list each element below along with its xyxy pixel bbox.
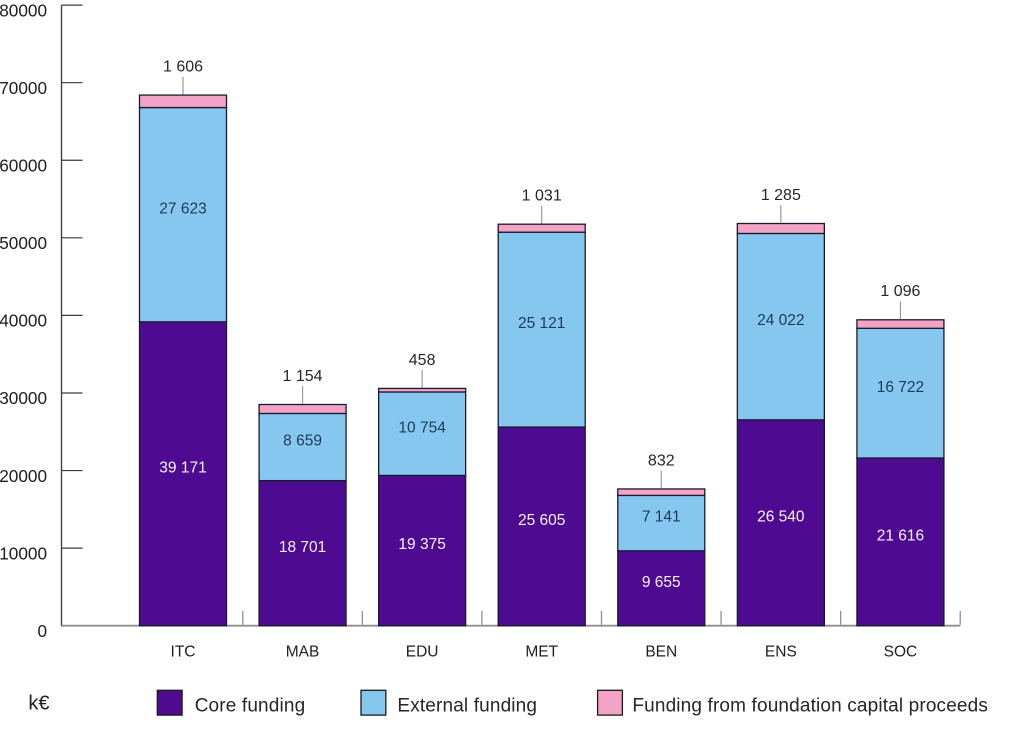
bar-segment-MET-3	[497, 223, 586, 233]
x-category-label: SOC	[884, 644, 918, 661]
bar-segment-value-label: 25 605	[518, 512, 565, 529]
x-category-label: ITC	[171, 644, 196, 661]
y-tick-label: 30000	[0, 388, 47, 408]
bar-segment-ENS-3	[736, 222, 825, 235]
bar-segment-ITC-3	[138, 94, 228, 109]
bar-segment-SOC-1	[856, 457, 945, 627]
bar-segment-ENS-2	[736, 232, 825, 421]
y-tick-label: 20000	[0, 466, 47, 486]
bar-segment-BEN-3	[617, 488, 706, 497]
bar-segment-BEN-2	[617, 494, 706, 552]
bar-segment-value-label: 8 659	[283, 433, 322, 450]
bar-segment-ENS-1	[736, 419, 825, 627]
bar-total-top-label: 1 285	[761, 187, 801, 204]
bar-segment-EDU-1	[377, 474, 467, 627]
bar-segment-value-label: 19 375	[398, 536, 445, 553]
bar-segment-value-label: 18 701	[279, 539, 326, 556]
legend-swatch-3	[596, 689, 624, 716]
bar-segment-ITC-1	[138, 321, 228, 627]
legend-label-2: External funding	[397, 695, 537, 716]
y-tick-label: 0	[37, 621, 47, 641]
x-category-label: MET	[525, 644, 558, 661]
y-tick-label: 40000	[0, 311, 47, 331]
bar-segment-BEN-1	[617, 550, 706, 627]
bar-segment-value-label: 39 171	[159, 459, 206, 476]
x-category-label: BEN	[645, 644, 677, 661]
legend-swatch-1	[156, 689, 183, 716]
bar-segment-EDU-3	[377, 387, 467, 393]
bar-segment-EDU-2	[377, 391, 467, 477]
bar-total-top-label: 1 606	[163, 58, 203, 75]
bar-segment-value-label: 24 022	[757, 312, 804, 329]
bar-segment-value-label: 21 616	[877, 527, 924, 544]
x-category-label: MAB	[286, 644, 320, 661]
bar-segment-ITC-2	[138, 106, 228, 323]
y-tick-label: 80000	[0, 0, 47, 20]
bar-segment-SOC-3	[856, 319, 945, 329]
y-tick-label: 50000	[0, 233, 47, 253]
axis-unit-label: k€	[28, 693, 49, 715]
bar-segment-SOC-2	[856, 327, 945, 459]
bar-total-top-label: 832	[648, 452, 675, 469]
bar-segment-value-label: 10 754	[398, 419, 446, 436]
y-tick-label: 70000	[0, 78, 47, 98]
bar-segment-MAB-3	[258, 403, 347, 415]
bar-total-top-label: 1 031	[522, 188, 562, 205]
bar-segment-MAB-2	[258, 412, 347, 482]
y-tick-label: 60000	[0, 155, 47, 175]
bar-segment-value-label: 25 121	[518, 315, 565, 332]
bar-total-top-label: 458	[409, 352, 436, 369]
legend-label-1: Core funding	[195, 695, 306, 716]
bar-total-top-label: 1 096	[880, 283, 920, 300]
legend-swatch-2	[360, 689, 387, 716]
bar-segment-MET-1	[497, 426, 586, 627]
bar-segment-value-label: 16 722	[877, 379, 924, 396]
legend-label-3: Funding from foundation capital proceeds	[632, 695, 988, 716]
x-category-label: ENS	[765, 644, 797, 661]
bar-segment-value-label: 27 623	[159, 200, 206, 217]
bar-segment-value-label: 9 655	[642, 574, 681, 591]
x-category-label: EDU	[406, 644, 439, 661]
y-tick-label: 10000	[0, 543, 47, 563]
bar-total-top-label: 1 154	[283, 368, 323, 385]
bar-segment-value-label: 26 540	[757, 508, 805, 525]
bar-segment-value-label: 7 141	[642, 509, 681, 526]
bar-segment-MET-2	[497, 231, 586, 428]
